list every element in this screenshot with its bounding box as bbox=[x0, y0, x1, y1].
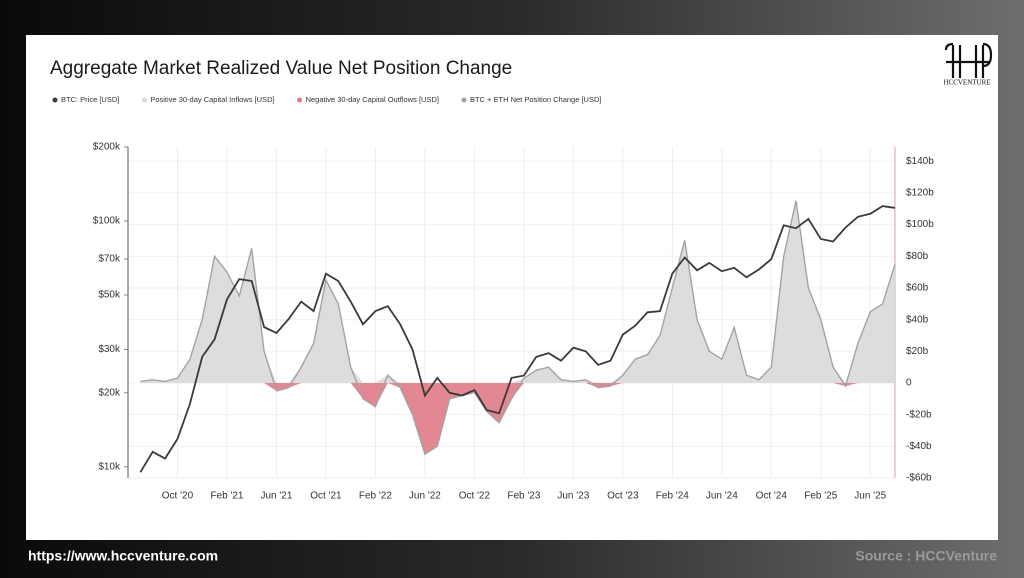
y2-tick-label: -$40b bbox=[906, 441, 932, 452]
legend-marker bbox=[141, 97, 147, 103]
y-tick-label: $50k bbox=[98, 290, 121, 301]
y2-tick-label: 0 bbox=[906, 378, 912, 389]
x-tick-label: Feb '23 bbox=[507, 491, 540, 502]
legend-marker bbox=[297, 97, 303, 103]
x-tick-label: Oct '21 bbox=[310, 491, 342, 502]
y2-tick-label: $120b bbox=[906, 188, 934, 199]
logo-mark bbox=[944, 42, 993, 78]
logo-text: HCCVENTURE bbox=[943, 79, 990, 87]
y2-tick-label: $60b bbox=[906, 283, 929, 294]
x-tick-label: Jun '23 bbox=[557, 491, 589, 502]
y2-tick-label: $140b bbox=[906, 156, 934, 167]
legend-label: Negative 30-day Capital Outflows [USD] bbox=[306, 95, 439, 104]
area bbox=[140, 200, 895, 383]
y-tick-label: $20k bbox=[98, 387, 121, 398]
y2-tick-label: -$60b bbox=[906, 473, 932, 484]
x-tick-label: Jun '21 bbox=[260, 491, 292, 502]
legend-label: BTC + ETH Net Position Change [USD] bbox=[470, 95, 602, 104]
legend-label: Positive 30-day Capital Inflows [USD] bbox=[150, 95, 274, 104]
x-tick-label: Jun '22 bbox=[409, 491, 441, 502]
footer-source: Source : HCCVenture bbox=[855, 548, 997, 564]
x-tick-label: Feb '24 bbox=[656, 491, 689, 502]
x-tick-label: Oct '20 bbox=[162, 491, 194, 502]
series-line bbox=[140, 200, 896, 456]
x-tick-label: Oct '23 bbox=[607, 491, 639, 502]
x-tick-label: Feb '25 bbox=[804, 491, 837, 502]
y-tick-label: $10k bbox=[98, 461, 121, 472]
y-tick-label: $30k bbox=[98, 344, 121, 355]
x-tick-label: Oct '24 bbox=[756, 491, 788, 502]
legend-marker bbox=[52, 97, 58, 103]
y2-tick-label: -$20b bbox=[906, 409, 932, 420]
y-tick-label: $70k bbox=[98, 254, 121, 265]
x-tick-label: Jun '24 bbox=[706, 491, 738, 502]
y-tick-label: $100k bbox=[93, 216, 121, 227]
y2-tick-label: $20b bbox=[906, 346, 929, 357]
x-tick-label: Feb '21 bbox=[210, 491, 243, 502]
plot: Oct '20 Feb '21 Jun '21 Oct '21 Feb '22 Jun '… bbox=[52, 97, 934, 502]
legend-marker bbox=[461, 97, 467, 103]
series-line bbox=[139, 205, 896, 473]
chart-title: Aggregate Market Realized Value Net Posi… bbox=[50, 58, 512, 79]
x-tick-label: Feb '22 bbox=[359, 491, 392, 502]
y2-tick-label: $40b bbox=[906, 314, 929, 325]
y2-tick-label: $80b bbox=[906, 251, 929, 262]
y-tick-label: $200k bbox=[93, 142, 121, 153]
x-tick-label: Jun '25 bbox=[854, 491, 886, 502]
y2-tick-label: $100b bbox=[906, 219, 934, 230]
legend-label: BTC: Price [USD] bbox=[61, 95, 119, 104]
x-tick-label: Oct '22 bbox=[459, 491, 491, 502]
footer-url: https://www.hccventure.com bbox=[28, 548, 218, 564]
